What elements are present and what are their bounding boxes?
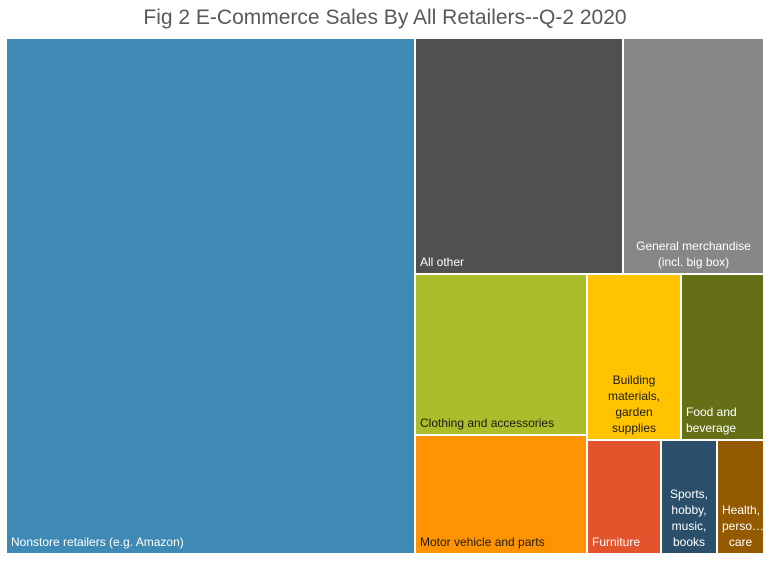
treemap-tile: General merchandise (incl. big box) <box>623 38 764 274</box>
treemap-tile: Furniture <box>587 440 661 554</box>
treemap-tile: Clothing and accessories <box>415 274 587 435</box>
treemap-tile-label: Food and beverage <box>686 405 737 435</box>
treemap-tile-label: Clothing and accessories <box>420 416 555 430</box>
treemap-tile-label: All other <box>420 255 465 269</box>
treemap-tile-label: General merchandise (incl. big box) <box>636 239 751 269</box>
treemap-tile-label: Nonstore retailers (e.g. Amazon) <box>11 535 184 549</box>
treemap-tile: Building materials, garden supplies <box>587 274 681 440</box>
treemap: Nonstore retailers (e.g. Amazon) All othe… <box>6 38 764 554</box>
treemap-tile-label: Health, perso… care <box>722 503 765 549</box>
treemap-tile: Sports, hobby, music, books <box>661 440 717 554</box>
treemap-tile-label: Furniture <box>592 535 641 549</box>
treemap-tile: Food and beverage <box>681 274 764 440</box>
treemap-tile: Motor vehicle and parts <box>415 435 587 554</box>
treemap-tile-label: Building materials, garden supplies <box>607 373 660 435</box>
treemap-tile: All other <box>415 38 623 274</box>
treemap-tile: Health, perso… care <box>717 440 764 554</box>
treemap-tile-label: Motor vehicle and parts <box>420 535 545 549</box>
treemap-tile: Nonstore retailers (e.g. Amazon) <box>6 38 415 554</box>
treemap-tile-label: Sports, hobby, music, books <box>669 487 708 549</box>
chart-title: Fig 2 E-Commerce Sales By All Retailers-… <box>143 6 627 29</box>
